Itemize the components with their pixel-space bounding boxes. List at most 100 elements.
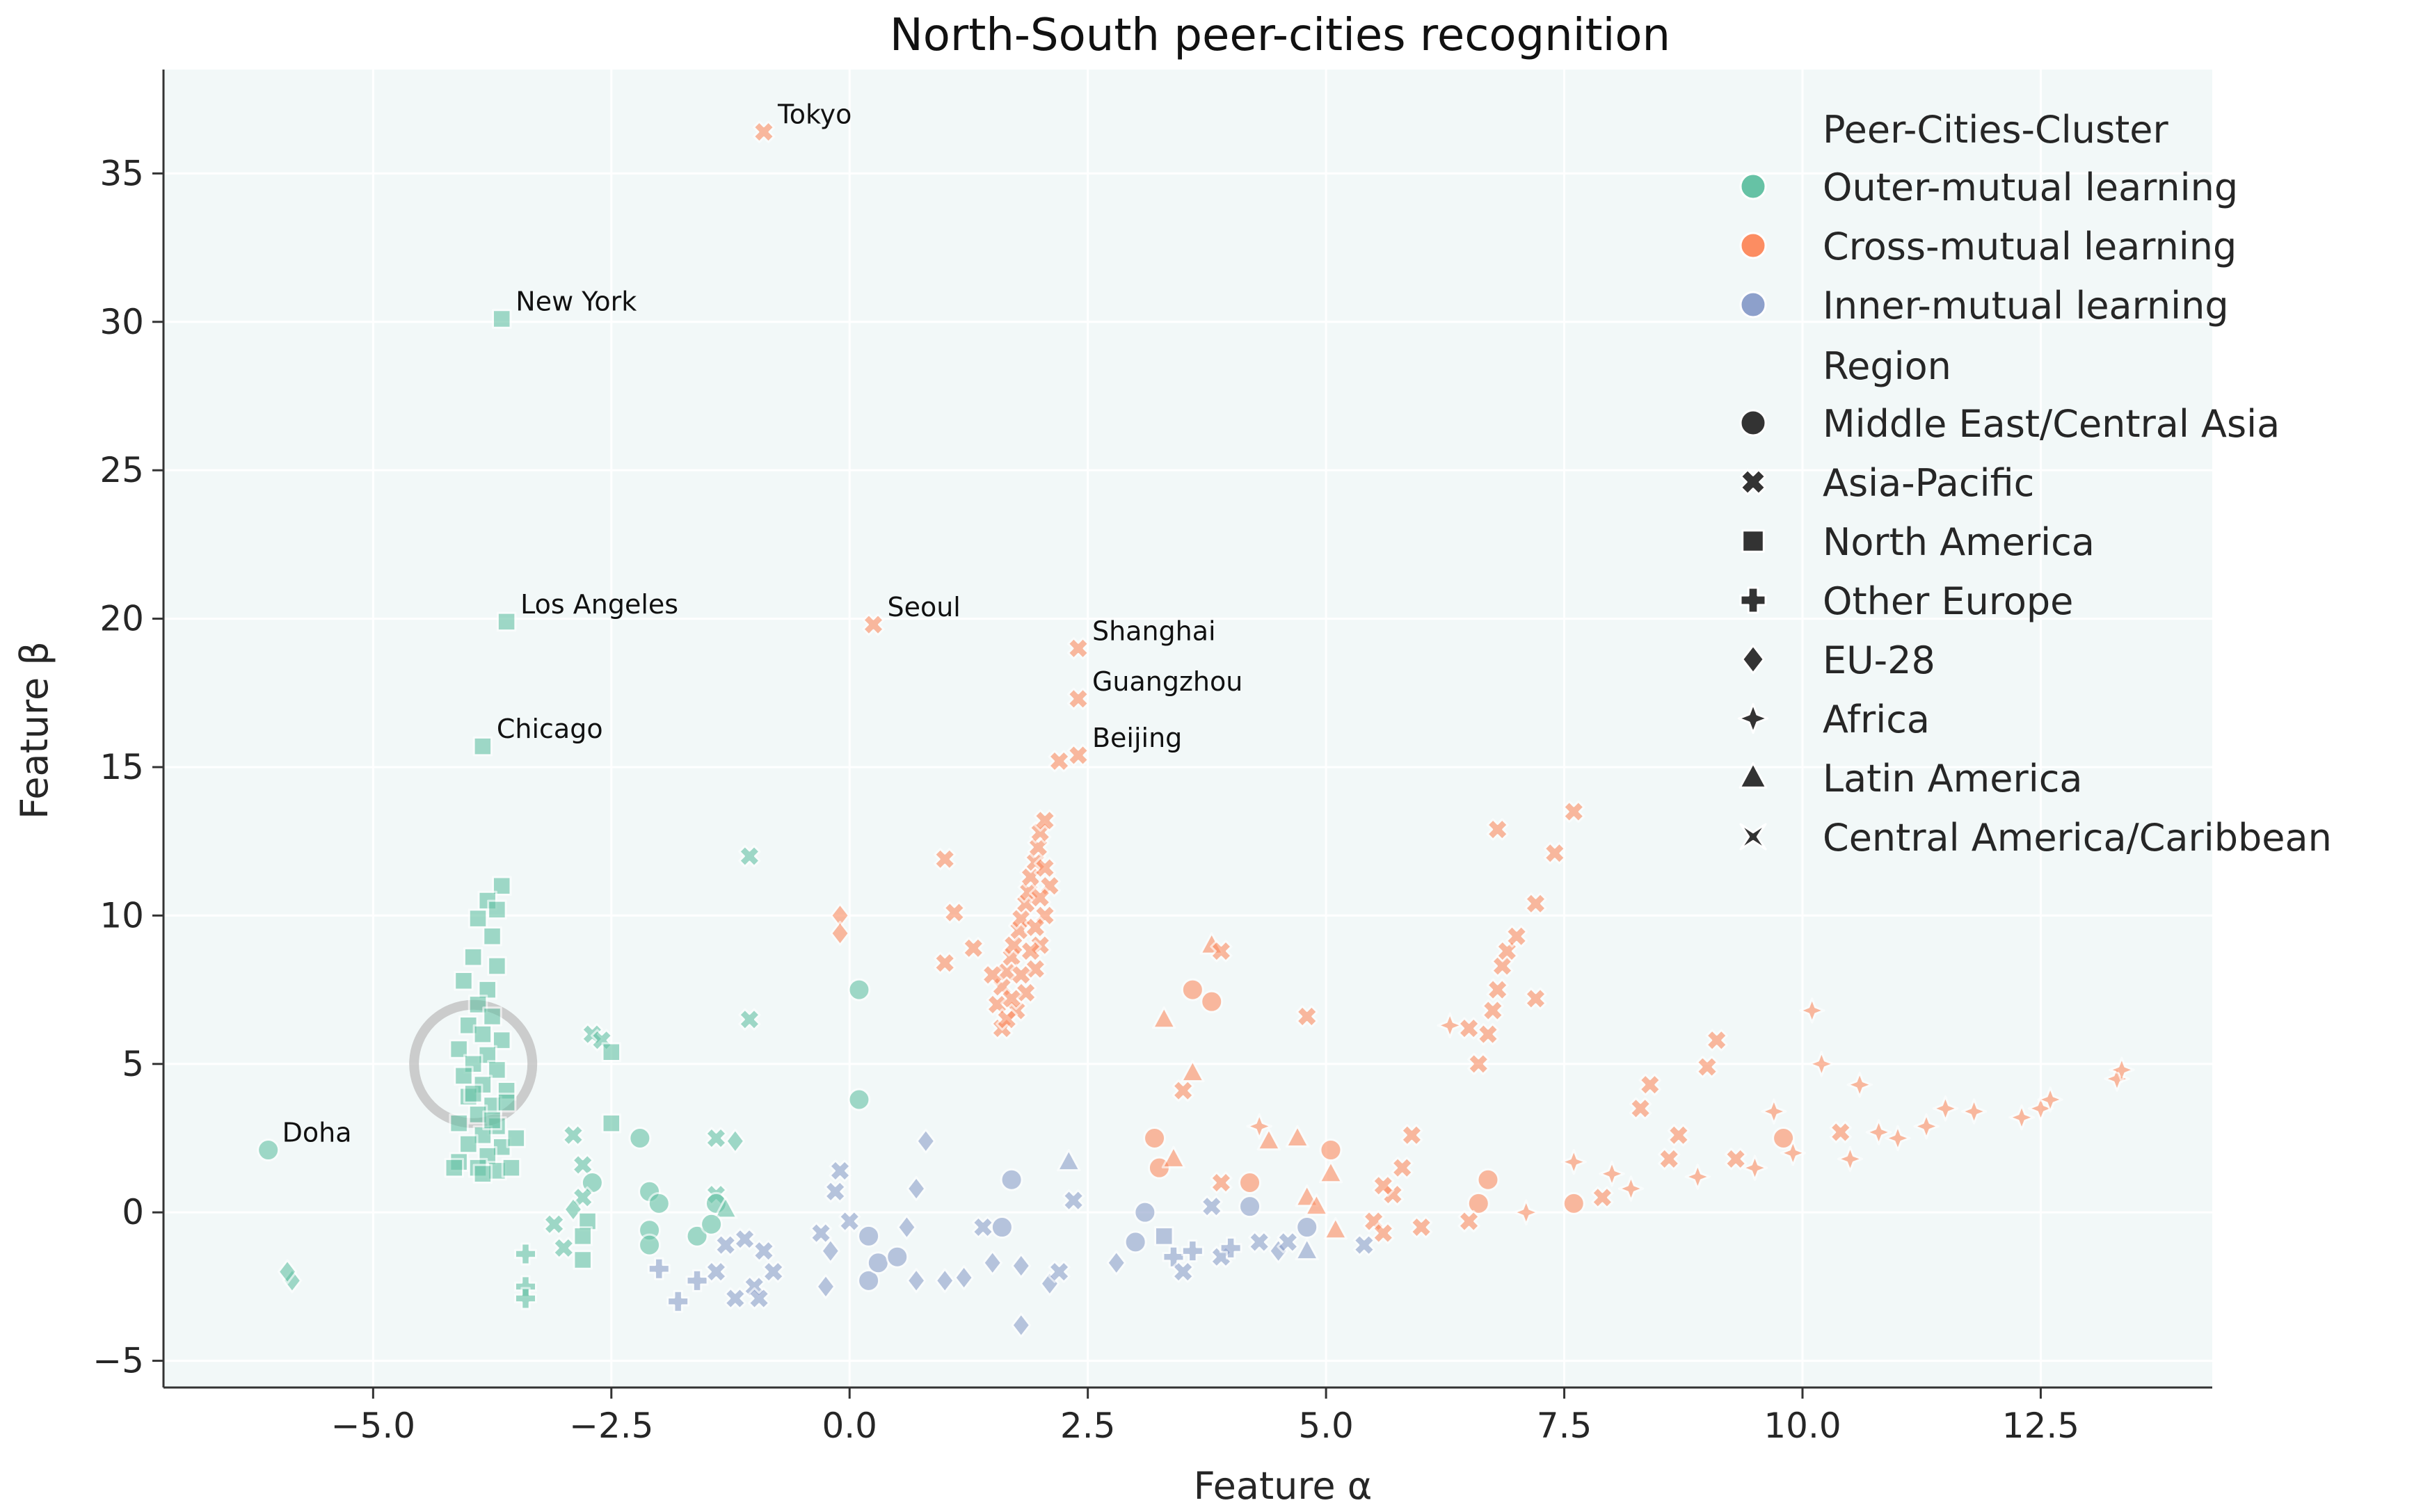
data-point-shape <box>1695 1055 1719 1079</box>
data-point <box>1248 1230 1271 1254</box>
data-point-shape <box>752 1239 776 1262</box>
data-point <box>916 1128 936 1154</box>
x-tick-label: 12.5 <box>2002 1406 2079 1446</box>
city-annotation: Chicago <box>497 714 603 744</box>
y-tick-label: 0 <box>122 1192 144 1232</box>
data-point <box>1238 1171 1262 1195</box>
data-point <box>1066 637 1090 660</box>
data-point <box>1161 1145 1186 1168</box>
data-point-shape <box>1705 1029 1728 1052</box>
data-point-shape <box>705 1127 728 1150</box>
data-point-shape <box>1372 1174 1395 1197</box>
data-point-shape <box>838 1209 861 1233</box>
data-point-shape <box>738 844 761 868</box>
data-point <box>1181 978 1204 1002</box>
data-point <box>1066 687 1090 710</box>
data-point <box>467 908 488 928</box>
data-point <box>847 978 871 1002</box>
data-point <box>713 1196 738 1219</box>
legend-hue-label: Cross-mutual learning <box>1823 225 2237 268</box>
data-point <box>573 1250 593 1270</box>
legend-hue-label: Inner-mutual learning <box>1823 284 2229 328</box>
data-point <box>1599 1160 1625 1187</box>
data-point-shape <box>1476 1022 1500 1046</box>
data-point <box>700 1212 724 1236</box>
data-point <box>1009 963 1032 986</box>
legend-style-label: Middle East/Central Asia <box>1823 402 2280 446</box>
data-point <box>1481 999 1504 1022</box>
data-point <box>1780 1140 1807 1166</box>
legend-style-title: Region <box>1823 344 1951 388</box>
x-tick-label: 5.0 <box>1298 1406 1354 1446</box>
data-point <box>1829 1120 1852 1144</box>
data-point <box>724 1287 746 1310</box>
data-point <box>601 1113 622 1134</box>
data-point <box>934 848 957 871</box>
data-point <box>1304 1193 1329 1216</box>
data-point <box>1476 1022 1500 1046</box>
data-point <box>1513 1199 1540 1225</box>
data-point <box>705 1127 728 1150</box>
data-point <box>1591 1186 1614 1209</box>
data-point <box>2008 1104 2035 1131</box>
data-point <box>897 1214 917 1240</box>
data-point <box>1476 1168 1500 1191</box>
data-point <box>1019 940 1042 963</box>
legend-hue-marker <box>1739 172 1767 200</box>
legend-style-marker <box>1739 586 1767 614</box>
legend-style-label: Africa <box>1823 698 1930 741</box>
chart-title: North-South peer-cities recognition <box>890 10 1670 61</box>
data-point <box>1154 1226 1174 1246</box>
data-point <box>647 1191 671 1215</box>
data-point <box>2037 1086 2063 1113</box>
data-point <box>1172 1079 1194 1102</box>
data-point-shape <box>829 1159 852 1182</box>
legend-style-label: EU-28 <box>1823 638 1935 682</box>
y-tick-label: 25 <box>99 450 144 490</box>
data-point-shape <box>762 1260 785 1283</box>
data-point <box>1133 1200 1157 1224</box>
data-point <box>1524 987 1547 1011</box>
point-annotations: Tokyo New York Los Angeles Seoul Shanghai Gua… <box>282 99 1243 1148</box>
data-point-shape <box>1200 1195 1223 1218</box>
data-point-shape <box>943 901 966 924</box>
data-point <box>1543 842 1566 864</box>
data-point <box>752 120 776 143</box>
city-annotation: Guangzhou <box>1092 666 1242 697</box>
data-point-shape <box>733 1228 756 1250</box>
data-point <box>1011 1312 1032 1338</box>
data-point <box>857 1269 881 1292</box>
data-point-shape <box>705 1260 728 1283</box>
data-point <box>449 1113 469 1134</box>
data-point <box>1467 1052 1490 1075</box>
data-point-shape <box>1481 999 1504 1022</box>
data-point <box>810 1221 833 1245</box>
data-point <box>444 1157 465 1178</box>
data-point <box>714 1233 737 1257</box>
data-point <box>573 1226 593 1246</box>
data-point-shape <box>1638 1073 1661 1096</box>
data-point <box>1033 856 1057 880</box>
data-point <box>1409 1216 1433 1239</box>
data-point <box>990 1216 1014 1239</box>
data-point <box>552 1237 575 1260</box>
data-point <box>934 1268 955 1294</box>
data-points <box>257 120 2135 1338</box>
data-point <box>1295 1005 1318 1028</box>
data-point <box>1011 1253 1032 1279</box>
y-tick-label: 30 <box>99 302 144 342</box>
data-point-shape <box>1372 1221 1395 1245</box>
data-point <box>934 951 957 974</box>
data-point-shape <box>1543 842 1566 864</box>
data-point <box>1617 1175 1645 1202</box>
data-point <box>1295 1237 1319 1261</box>
legend-hue-marker <box>1739 291 1767 319</box>
legend: Peer-Cities-Cluster Region Outer-mutual … <box>1737 108 2332 860</box>
legend-style-marker <box>1741 529 1765 553</box>
data-point-shape <box>1033 809 1057 832</box>
data-point-shape <box>1591 1186 1614 1209</box>
city-annotation: New York <box>515 287 637 317</box>
data-point-shape <box>824 1180 847 1203</box>
data-point-shape <box>1667 1124 1690 1147</box>
